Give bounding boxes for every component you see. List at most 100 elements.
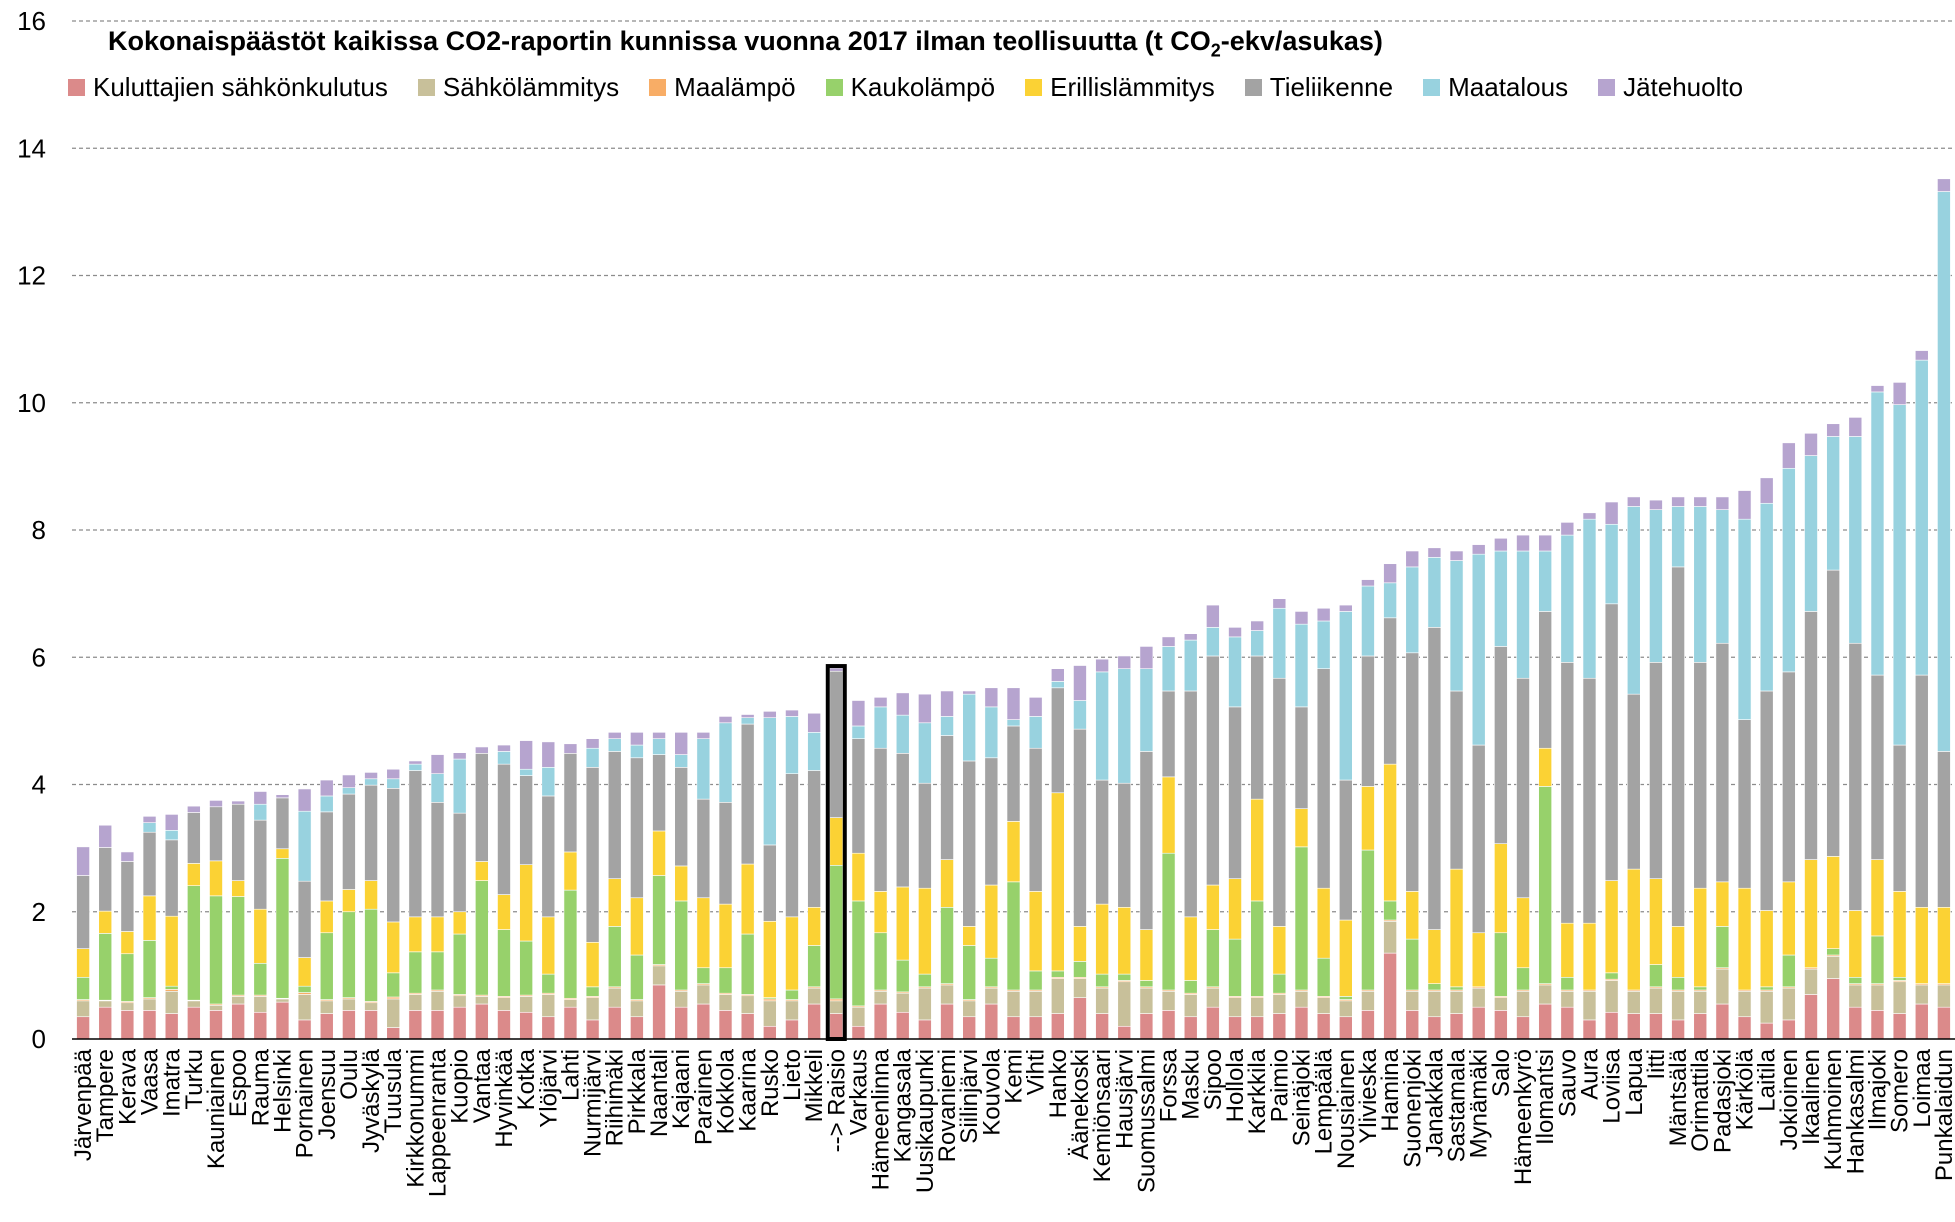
bar-segment — [164, 990, 179, 1014]
bar-segment — [1139, 668, 1154, 752]
bar-segment — [1937, 751, 1951, 908]
bar-segment — [895, 692, 910, 716]
bar-stack — [1383, 563, 1397, 1040]
bar-segment — [585, 997, 600, 1021]
x-tick-label: Kouvola — [978, 1048, 1005, 1135]
bar-segment — [430, 1010, 445, 1040]
x-tick-label: Orimattila — [1687, 1048, 1714, 1151]
bar-segment — [1183, 980, 1198, 994]
bar-segment — [275, 794, 290, 799]
bar-stack — [1183, 633, 1198, 1040]
bar-segment — [1139, 929, 1154, 981]
x-tick-label: Varkaus — [845, 1049, 872, 1135]
bar-stack — [825, 664, 847, 1041]
x-tick-label: Iitti — [1643, 1049, 1670, 1080]
bar-segment — [430, 951, 445, 991]
bar-segment — [1338, 611, 1353, 781]
x-tick-label: Paimio — [1266, 1049, 1293, 1122]
bar-stack — [940, 690, 954, 1040]
bar-segment — [1494, 843, 1508, 934]
bar-segment — [1471, 1006, 1486, 1040]
bar-segment — [1361, 655, 1375, 787]
x-tick-label: Kauniainen — [203, 1049, 230, 1169]
bar-segment — [253, 996, 268, 1013]
bar-segment — [1206, 987, 1220, 1008]
bar-segment — [1095, 671, 1109, 781]
x-tick-label: Naantali — [646, 1049, 673, 1137]
bar-segment — [452, 995, 467, 1008]
bar-segment — [1427, 983, 1442, 991]
bar-segment — [1870, 385, 1885, 393]
x-tick-label: Vaasa — [137, 1048, 164, 1115]
bar-segment — [1449, 550, 1464, 561]
bar-segment — [851, 852, 866, 902]
bar-stack — [763, 711, 777, 1040]
bar-segment — [519, 996, 533, 1013]
bar-segment — [120, 1002, 135, 1011]
bar-segment — [1516, 550, 1530, 679]
bar-segment — [1494, 537, 1508, 552]
bar-segment — [962, 690, 976, 695]
bar-segment — [1272, 926, 1287, 975]
bar-segment — [829, 817, 844, 866]
bar-segment — [1361, 579, 1375, 587]
legend-label: Kaukolämpö — [850, 71, 996, 102]
bar-segment — [1272, 994, 1287, 1014]
bar-segment — [1383, 617, 1397, 765]
bar-segment — [1892, 981, 1907, 1014]
bar-segment — [1759, 990, 1774, 1024]
bar-segment — [1183, 916, 1198, 981]
bar-segment — [1117, 973, 1132, 981]
bar-segment — [1538, 786, 1552, 984]
bar-segment — [1073, 978, 1087, 998]
bar-segment — [1582, 518, 1597, 679]
x-tick-label: Mynämäki — [1466, 1049, 1493, 1158]
bar-segment — [408, 994, 423, 1011]
bar-segment — [319, 1013, 334, 1040]
bar-segment — [430, 916, 445, 953]
bar-segment — [630, 757, 644, 899]
bar-segment — [342, 998, 356, 1011]
bar-segment — [519, 775, 533, 865]
bar-segment — [1294, 1006, 1309, 1040]
bar-segment — [475, 1003, 489, 1040]
bar-segment — [1870, 391, 1885, 676]
bar-segment — [1471, 987, 1486, 1008]
bar-segment — [807, 1003, 821, 1040]
bar-segment — [1737, 719, 1752, 889]
bar-stack — [1117, 655, 1132, 1040]
bar-segment — [386, 998, 401, 1028]
bar-segment — [1006, 881, 1021, 991]
bar-segment — [895, 714, 910, 754]
bar-segment — [342, 889, 356, 913]
bar-segment — [807, 732, 821, 771]
bar-segment — [1804, 455, 1818, 612]
bar-segment — [1228, 627, 1242, 638]
bar-segment — [1206, 604, 1220, 628]
bar-segment — [1095, 779, 1109, 905]
x-tick-label: Pirkkala — [624, 1048, 651, 1134]
bar-segment — [873, 697, 888, 708]
bar-segment — [1361, 990, 1375, 1011]
bar-stack — [1206, 604, 1220, 1040]
bar-segment — [1804, 859, 1818, 969]
bar-segment — [1937, 984, 1951, 1008]
bar-segment — [652, 984, 666, 1040]
x-tick-label: Aura — [1576, 1048, 1603, 1099]
x-tick-label: Padasjoki — [1709, 1049, 1736, 1153]
bar-segment — [1804, 968, 1818, 995]
bar-segment — [1804, 432, 1818, 456]
bar-segment — [630, 954, 644, 1000]
bar-segment — [1006, 990, 1021, 1018]
y-tick-label: 0 — [32, 1024, 46, 1054]
bar-segment — [541, 973, 556, 994]
legend-item: Tieliikenne — [1244, 72, 1393, 103]
bar-segment — [1161, 852, 1176, 991]
bar-segment — [1582, 1019, 1597, 1040]
bar-segment — [1294, 846, 1309, 991]
bar-segment — [1073, 665, 1087, 701]
bar-segment — [342, 1010, 356, 1040]
legend-swatch — [417, 78, 435, 96]
x-tick-label: Karkkila — [1244, 1048, 1271, 1134]
bar-segment — [630, 897, 644, 956]
